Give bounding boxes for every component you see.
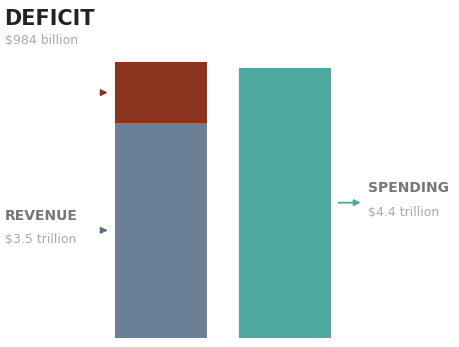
Bar <box>115 123 207 338</box>
Text: $984 billion: $984 billion <box>5 34 78 47</box>
Text: $3.5 trillion: $3.5 trillion <box>5 234 76 246</box>
Text: SPENDING: SPENDING <box>367 181 448 195</box>
Text: REVENUE: REVENUE <box>5 209 77 223</box>
Text: DEFICIT: DEFICIT <box>5 9 95 29</box>
Text: $4.4 trillion: $4.4 trillion <box>367 206 438 219</box>
Bar <box>115 62 207 123</box>
Bar <box>239 68 330 338</box>
